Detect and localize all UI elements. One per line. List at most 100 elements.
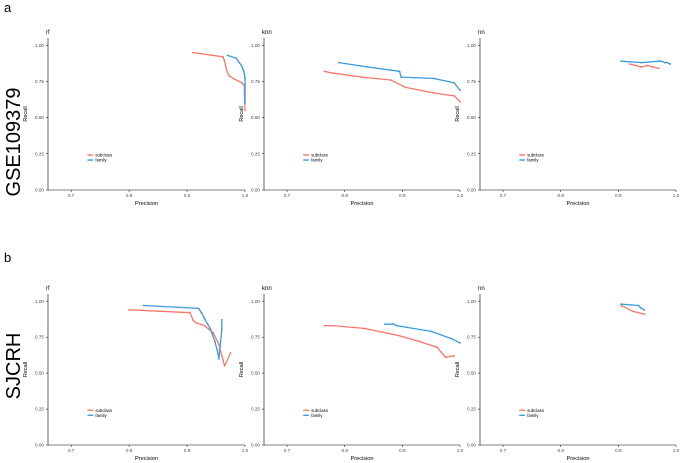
chart-panel: nn 0.00 0.25 0.50 0.75 1.00 0.7 0.8 0.9 1.0 Precis… (455, 30, 680, 207)
x-tick-label: 0.9 (184, 193, 191, 198)
data-point-family (660, 60, 663, 63)
data-point-subclass (225, 68, 228, 71)
y-tick-label: 0.25 (35, 407, 44, 412)
data-point-subclass (404, 86, 407, 89)
legend-marker-family (89, 414, 92, 417)
data-point-family (197, 307, 200, 310)
y-axis-label: Recall (455, 362, 461, 378)
x-tick-label: 0.9 (615, 448, 622, 453)
data-point-family (243, 73, 246, 76)
data-point-subclass (652, 66, 654, 68)
data-point-family (238, 61, 241, 64)
data-point-subclass (212, 331, 215, 334)
legend-label: subclass (95, 408, 112, 413)
data-point-family (459, 341, 461, 344)
y-tick-label: 1.00 (35, 43, 44, 48)
data-point-subclass (224, 63, 227, 65)
data-point-family (395, 324, 398, 327)
x-tick-label: 1.0 (242, 193, 249, 198)
data-point-family (657, 60, 660, 63)
legend-marker-subclass (89, 154, 92, 156)
data-point-subclass (229, 352, 232, 354)
legend-label: subclass (311, 153, 328, 158)
x-tick-label: 1.0 (242, 448, 249, 453)
data-point-family (666, 61, 669, 64)
data-point-family (220, 329, 223, 331)
y-tick-label: 0.25 (467, 151, 476, 156)
data-point-family (433, 77, 435, 80)
panel-title: rf (46, 286, 50, 292)
series-line-subclass (324, 324, 455, 358)
data-point-subclass (203, 324, 206, 327)
data-point-subclass (643, 313, 646, 316)
panel-title: nn (478, 286, 485, 292)
y-tick-label: 0.50 (467, 115, 476, 120)
y-tick-label: 0.75 (35, 79, 44, 84)
panel-title: knn (262, 30, 272, 36)
x-axis-label: Precision (135, 456, 158, 462)
data-point-subclass (227, 74, 230, 77)
data-point-subclass (363, 327, 366, 330)
data-point-subclass (223, 365, 226, 367)
y-tick-label: 1.00 (251, 43, 260, 48)
x-tick-label: 0.8 (126, 193, 133, 198)
y-tick-label: 1.00 (467, 299, 476, 304)
y-axis-label: Recall (455, 106, 461, 122)
legend-marker-subclass (89, 409, 92, 412)
legend-marker-family (89, 159, 92, 161)
y-tick-label: 0.00 (467, 188, 476, 193)
y-axis-label: Recall (239, 106, 245, 122)
series-line-subclass (629, 63, 659, 70)
x-axis-label: Precision (135, 201, 158, 207)
data-point-subclass (323, 70, 326, 73)
x-tick-label: 0.7 (500, 193, 507, 198)
data-point-subclass (637, 311, 640, 314)
panel-letter-b: b (4, 250, 11, 265)
x-tick-label: 1.0 (457, 193, 464, 198)
data-point-subclass (398, 334, 401, 337)
series-line-family (621, 60, 671, 65)
data-point-subclass (361, 76, 363, 78)
data-point-family (620, 60, 623, 63)
legend-label: subclass (311, 408, 328, 413)
data-point-family (620, 303, 623, 305)
chart-panels: rf 0.00 0.25 0.50 0.75 1.00 0.7 0.8 0.9 1.0 Precis… (23, 30, 680, 462)
data-point-subclass (329, 71, 332, 74)
legend-label: family (527, 413, 539, 418)
legend-marker-subclass (521, 409, 524, 412)
panel-title: rf (46, 30, 50, 36)
data-point-subclass (628, 63, 631, 65)
data-point-family (643, 308, 646, 311)
data-point-family (142, 304, 145, 307)
data-point-family (640, 61, 643, 64)
data-point-subclass (453, 95, 456, 97)
x-axis-label: Precision (350, 456, 373, 462)
x-axis-label: Precision (566, 456, 589, 462)
x-tick-label: 0.7 (68, 193, 75, 198)
series-line-family (143, 304, 223, 360)
y-tick-label: 0.75 (35, 335, 44, 340)
x-tick-label: 1.0 (457, 448, 464, 453)
y-axis-label: Recall (23, 106, 29, 122)
x-tick-label: 0.7 (284, 193, 291, 198)
data-point-family (216, 349, 219, 351)
chart-panel: knn 0.00 0.25 0.50 0.75 1.00 0.7 0.8 0.9 1.0 Preci… (239, 286, 464, 462)
chart-panel: rf 0.00 0.25 0.50 0.75 1.00 0.7 0.8 0.9 1.0 Precis… (23, 286, 249, 462)
row-label-sjcrh: SJCRH (3, 333, 25, 400)
legend-label: subclass (527, 153, 544, 158)
data-point-family (392, 323, 395, 326)
data-point-family (244, 83, 246, 86)
data-point-subclass (220, 354, 223, 357)
y-tick-label: 0.25 (251, 407, 260, 412)
series-line-subclass (192, 51, 246, 111)
legend-marker-subclass (521, 154, 524, 156)
y-tick-label: 0.50 (251, 115, 260, 120)
series-line-subclass (129, 309, 232, 367)
data-point-subclass (433, 92, 435, 94)
data-point-family (226, 54, 229, 57)
data-point-family (640, 307, 643, 310)
data-point-subclass (323, 324, 326, 327)
panel-title: knn (262, 286, 272, 292)
data-point-family (242, 70, 245, 73)
